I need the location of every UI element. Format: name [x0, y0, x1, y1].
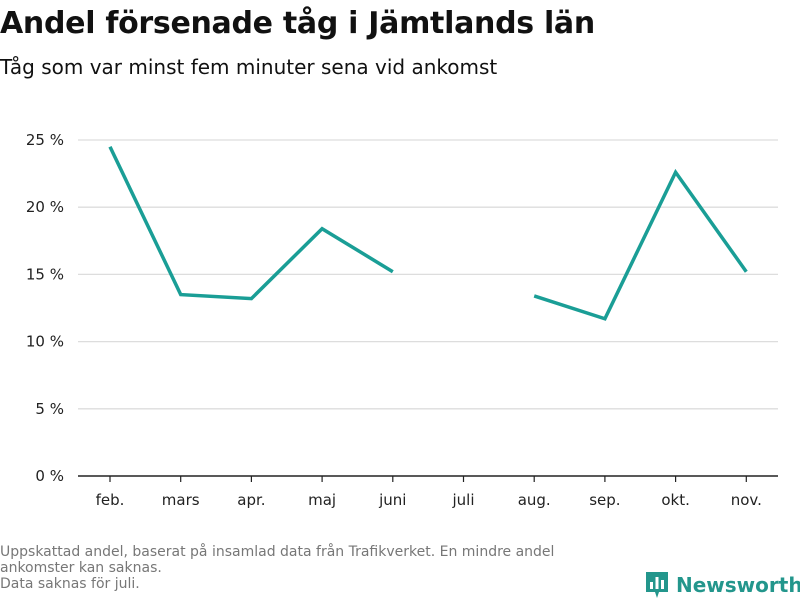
footnote: Uppskattad andel, baserat på insamlad da…	[0, 544, 640, 592]
x-axis: feb. mars apr. maj juni juli aug. sep. okt. nov.	[78, 475, 778, 509]
footnote-line-1: Uppskattad andel, baserat på insamlad da…	[0, 544, 555, 560]
brand-name: Newsworthy	[676, 573, 800, 597]
y-tick-label: 25 %	[26, 131, 64, 149]
x-tick-label: apr.	[237, 491, 265, 509]
y-tick-label: 20 %	[26, 198, 64, 216]
chart-subtitle: Tåg som var minst fem minuter sena vid a…	[0, 55, 498, 79]
chart-title: Andel försenade tåg i Jämtlands län	[0, 6, 595, 41]
x-tick-label: nov.	[731, 491, 762, 509]
x-tick-label: sep.	[589, 491, 620, 509]
footnote-line-3: Data saknas för juli.	[0, 576, 140, 592]
x-tick-label: mars	[162, 491, 200, 509]
y-tick-label: 0 %	[35, 467, 64, 485]
brand-logo: Newsworthy	[644, 570, 800, 600]
y-tick-label: 15 %	[26, 265, 64, 283]
bar-chart-logo-icon	[646, 572, 668, 598]
y-tick-label: 10 %	[26, 333, 64, 351]
x-tick-label: feb.	[96, 491, 125, 509]
x-tick-label: maj	[308, 491, 336, 509]
series-line	[533, 168, 748, 321]
line-chart: 0 % 5 % 10 % 15 % 20 % 25 % feb. mars apr. maj ju…	[26, 131, 778, 509]
y-tick-label: 5 %	[35, 400, 64, 418]
x-tick-label: okt.	[661, 491, 690, 509]
x-tick-label: juli	[451, 491, 474, 509]
footnote-line-2: ankomster kan saknas.	[0, 560, 162, 576]
series-lines	[108, 145, 748, 321]
series-line	[108, 145, 394, 301]
y-axis-ticks: 0 % 5 % 10 % 15 % 20 % 25 %	[26, 131, 64, 485]
gridlines	[78, 139, 778, 410]
x-tick-label: juni	[378, 491, 406, 509]
x-tick-label: aug.	[518, 491, 551, 509]
